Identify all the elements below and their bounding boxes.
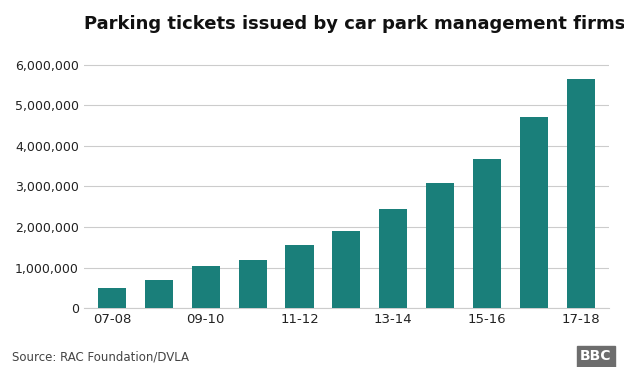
- Text: BBC: BBC: [580, 349, 612, 363]
- Bar: [98, 288, 126, 308]
- Bar: [379, 209, 407, 308]
- Text: Source: RAC Foundation/DVLA: Source: RAC Foundation/DVLA: [12, 350, 190, 363]
- Bar: [426, 183, 454, 308]
- Bar: [520, 117, 548, 308]
- Text: Parking tickets issued by car park management firms: Parking tickets issued by car park manag…: [84, 15, 624, 33]
- Bar: [333, 231, 361, 308]
- Bar: [285, 245, 314, 308]
- Bar: [473, 159, 501, 308]
- Bar: [145, 280, 173, 308]
- Bar: [192, 266, 220, 308]
- Bar: [567, 79, 595, 308]
- Bar: [238, 260, 266, 308]
